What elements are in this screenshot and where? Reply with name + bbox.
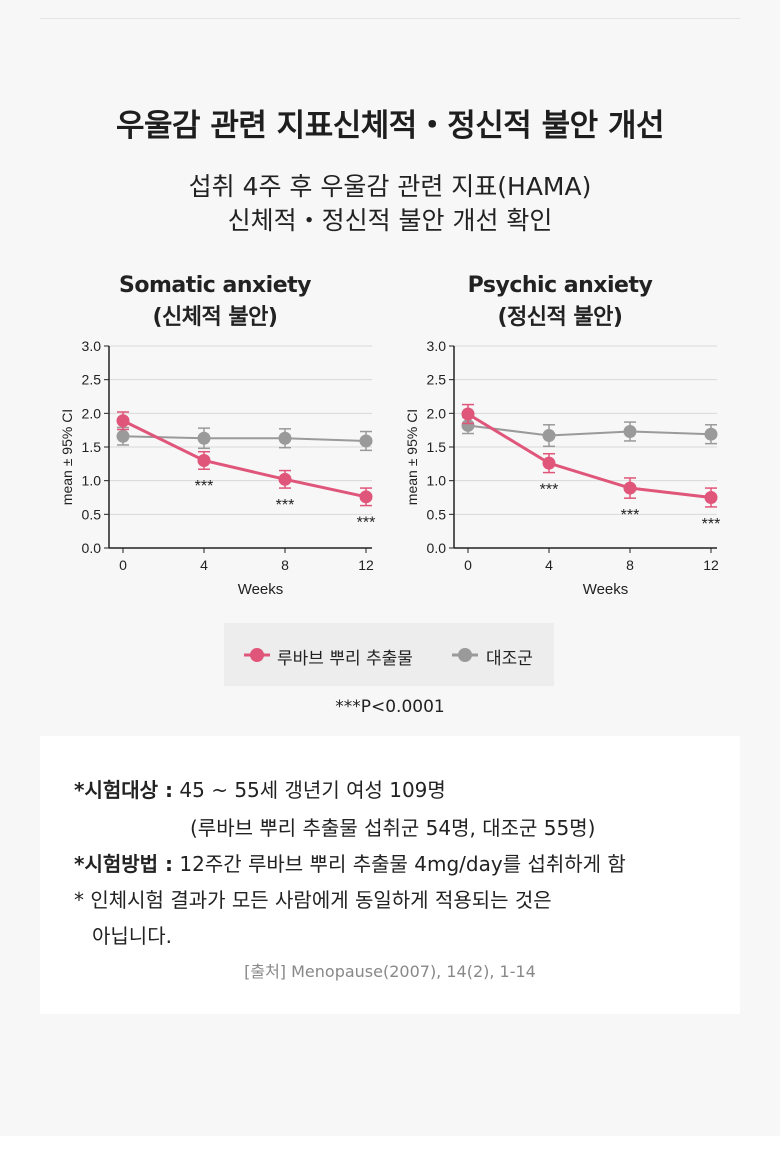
chart-title: Psychic anxiety (정신적 불안) [395,270,725,334]
significance-marker: *** [540,482,559,499]
chart-title-ko: (신체적 불안) [152,305,278,330]
significance-marker: *** [702,516,721,533]
legend-control-label: 대조군 [486,649,533,669]
legend-treatment-marker [250,648,264,662]
chart-legend: 루바브 뿌리 추출물 대조군 [224,623,554,686]
top-divider [40,18,740,19]
disclaimer-line-1: * 인체시험 결과가 모든 사람에게 동일하게 적용되는 것은 [74,888,552,912]
x-tick-label: 12 [358,557,374,573]
significance-marker: *** [276,497,295,514]
chart-title-en: Somatic anxiety [118,273,312,298]
x-tick-label: 12 [703,557,719,573]
subject-value: 45 ~ 55세 갱년기 여성 109명 [179,778,446,802]
legend-treatment-label: 루바브 뿌리 추출물 [277,649,413,669]
page-title: 우울감 관련 지표신체적・정신적 불안 개선 [115,108,665,144]
treatment-point [359,490,373,504]
method-label: *시험방법 : [74,852,174,876]
control-point [359,434,373,448]
treatment-point [704,491,718,504]
y-tick-label: 3.0 [82,338,102,354]
page-subtitle: 섭취 4주 후 우울감 관련 지표(HAMA) 신체적・정신적 불안 개선 확인 [0,170,780,238]
chart-plot-svg: 0.0 0.5 1.0 1.5 2.0 2.5 3.0 0 4 8 12 Weeks mean ± 95… [404,338,721,598]
y-tick-label: 0.0 [82,540,102,556]
significance-marker: *** [195,478,214,495]
chart-plot-svg: 0.0 0.5 1.0 1.5 2.0 2.5 3.0 0 4 8 12 Weeks mean ± 95… [59,338,376,598]
chart-title: Somatic anxiety (신체적 불안) [50,270,380,334]
source-citation: [출처] Menopause(2007), 14(2), 1-14 [244,962,536,981]
y-tick-label: 2.0 [427,405,447,421]
significance-marker: *** [621,507,640,524]
subject-detail: (루바브 뿌리 추출물 섭취군 54명, 대조군 55명) [190,816,596,840]
control-point [704,427,718,441]
treatment-point [278,472,292,486]
y-tick-label: 0.0 [427,540,447,556]
chart-title-en: Psychic anxiety [467,273,653,298]
y-tick-label: 2.5 [427,372,447,388]
treatment-point [116,414,130,428]
subject-label: *시험대상 : [74,778,174,802]
significance-marker: *** [357,515,376,532]
subtitle-line-1: 섭취 4주 후 우울감 관련 지표(HAMA) [188,172,592,201]
control-point [197,431,211,445]
x-tick-label: 4 [200,557,208,573]
legend-markers [244,648,478,662]
y-tick-label: 3.0 [427,338,447,354]
control-point [542,429,556,443]
x-axis-label: Weeks [238,581,284,598]
x-tick-label: 0 [119,557,127,573]
control-series-line [467,424,712,437]
control-point [461,418,475,432]
y-tick-label: 1.0 [427,473,447,489]
x-tick-label: 0 [464,557,472,573]
chart-title-ko: (정신적 불안) [497,305,623,330]
subject-row: *시험대상 : 45 ~ 55세 갱년기 여성 109명 [74,774,446,803]
psychic-anxiety-chart: Psychic anxiety (정신적 불안) 0.0 0.5 1.0 1.5 2.0… [395,270,725,610]
x-tick-label: 8 [626,557,634,573]
y-tick-label: 2.0 [82,405,102,421]
y-axis-label: mean ± 95% CI [404,409,420,505]
y-axis-label: mean ± 95% CI [59,409,75,505]
control-point [116,429,130,443]
legend-control-marker [458,648,472,662]
control-point [278,431,292,445]
y-tick-label: 1.5 [427,439,447,455]
x-axis-label: Weeks [583,581,629,598]
x-tick-label: 8 [281,557,289,573]
treatment-point [623,481,637,495]
study-info-box: *시험대상 : 45 ~ 55세 갱년기 여성 109명 (루바브 뿌리 추출물… [40,736,740,1014]
treatment-point [197,453,211,467]
treatment-series-line [122,419,367,499]
control-point [623,425,637,439]
treatment-point [461,407,475,421]
disclaimer-line-2: 아닙니다. [92,924,172,948]
treatment-series-line [467,412,712,499]
significance-note: ***P<0.0001 [335,697,445,717]
control-series-line [122,435,367,442]
treatment-point [542,456,556,470]
y-tick-label: 0.5 [427,506,447,522]
y-tick-label: 1.5 [82,439,102,455]
x-tick-label: 4 [545,557,553,573]
method-value: 12주간 루바브 뿌리 추출물 4mg/day를 섭취하게 함 [179,852,626,876]
y-tick-label: 1.0 [82,473,102,489]
y-tick-label: 0.5 [82,506,102,522]
method-row: *시험방법 : 12주간 루바브 뿌리 추출물 4mg/day를 섭취하게 함 [74,848,626,877]
somatic-anxiety-chart: Somatic anxiety (신체적 불안) 0.0 0.5 1.0 1.5 2.0… [50,270,380,610]
subtitle-line-2: 신체적・정신적 불안 개선 확인 [227,206,553,235]
y-tick-label: 2.5 [82,372,102,388]
